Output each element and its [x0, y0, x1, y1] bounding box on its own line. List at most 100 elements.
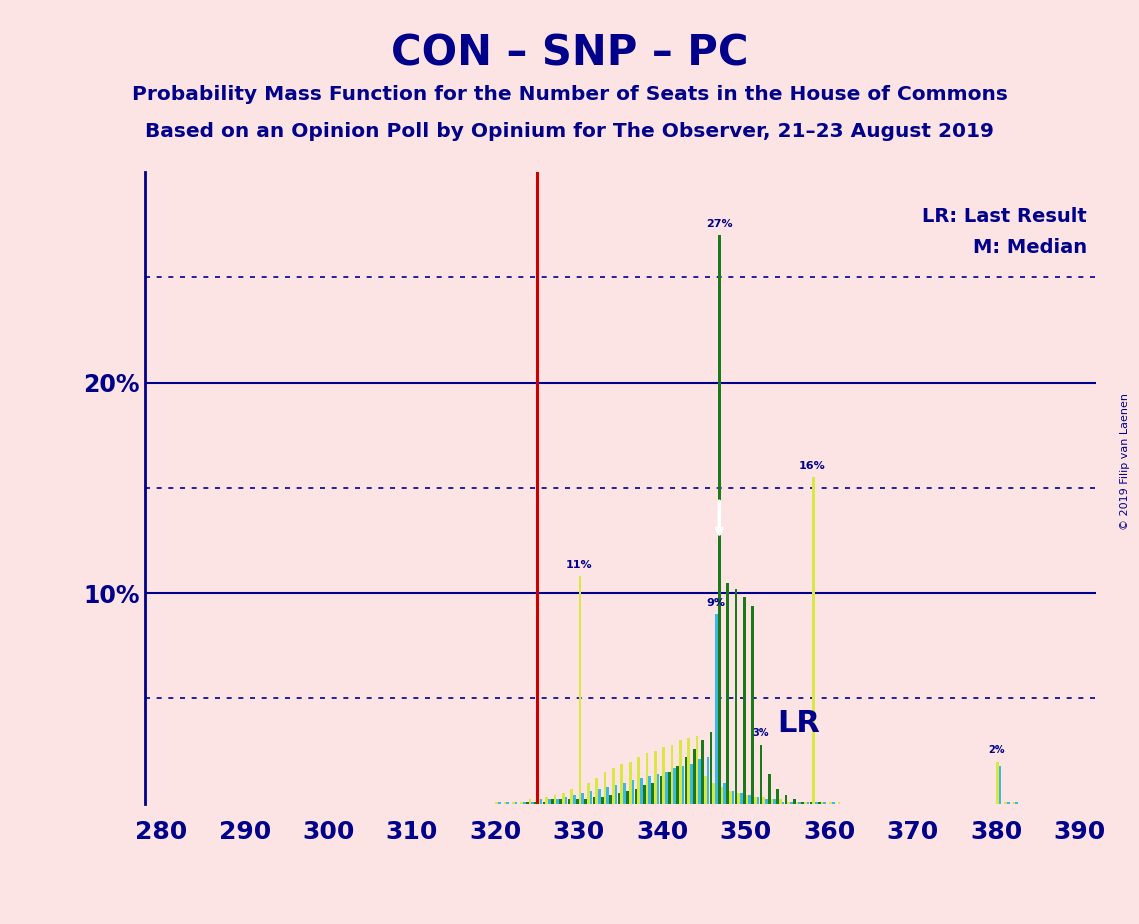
Bar	[606, 787, 609, 804]
Bar	[754, 797, 756, 804]
Bar	[781, 801, 785, 804]
Bar	[810, 801, 812, 804]
Bar	[562, 793, 565, 804]
Bar	[771, 799, 773, 804]
Bar	[659, 776, 662, 804]
Bar	[631, 781, 634, 804]
Bar	[531, 801, 534, 804]
Text: CON – SNP – PC: CON – SNP – PC	[391, 32, 748, 74]
Text: LR: Last Result: LR: Last Result	[921, 207, 1087, 225]
Bar	[528, 799, 531, 804]
Bar	[812, 478, 816, 804]
Bar	[752, 606, 754, 804]
Bar	[576, 799, 579, 804]
Bar	[654, 751, 656, 804]
Bar	[542, 801, 546, 804]
Bar	[646, 753, 648, 804]
Bar	[507, 801, 509, 804]
Bar	[540, 799, 542, 804]
Bar	[559, 799, 562, 804]
Bar	[640, 778, 642, 804]
Bar	[765, 799, 768, 804]
Bar	[642, 784, 646, 804]
Bar	[721, 787, 723, 804]
Bar	[698, 760, 700, 804]
Text: 11%: 11%	[565, 560, 592, 570]
Bar	[498, 801, 501, 804]
Bar	[818, 801, 821, 804]
Bar	[712, 783, 715, 804]
Bar	[629, 761, 631, 804]
Bar	[590, 791, 592, 804]
Bar	[634, 789, 637, 804]
Bar	[679, 740, 681, 804]
Bar	[573, 796, 575, 804]
Bar	[723, 783, 726, 804]
Text: Probability Mass Function for the Number of Seats in the House of Commons: Probability Mass Function for the Number…	[132, 85, 1007, 104]
Bar	[581, 793, 584, 804]
Bar	[1013, 801, 1016, 804]
Bar	[746, 796, 748, 804]
Text: 16%: 16%	[800, 461, 826, 471]
Bar	[551, 799, 554, 804]
Bar	[495, 801, 498, 804]
Bar	[773, 799, 776, 804]
Bar	[816, 801, 818, 804]
Bar	[768, 774, 771, 804]
Bar	[743, 597, 746, 804]
Bar	[556, 799, 559, 804]
Bar	[523, 801, 526, 804]
Bar	[729, 791, 731, 804]
Bar	[785, 796, 787, 804]
Bar	[796, 801, 798, 804]
Bar	[821, 801, 823, 804]
Bar	[779, 799, 781, 804]
Bar	[823, 801, 826, 804]
Bar	[637, 758, 640, 804]
Bar	[623, 783, 625, 804]
Bar	[704, 776, 706, 804]
Bar	[601, 797, 604, 804]
Bar	[1007, 801, 1010, 804]
Bar	[554, 796, 556, 804]
Bar	[526, 801, 528, 804]
Bar	[567, 799, 571, 804]
Bar	[806, 801, 810, 804]
Bar	[652, 783, 654, 804]
Bar	[598, 789, 600, 804]
Bar	[521, 801, 523, 804]
Bar	[748, 796, 751, 804]
Bar	[667, 772, 671, 804]
Bar	[802, 801, 804, 804]
Bar	[687, 738, 690, 804]
Bar	[579, 577, 581, 804]
Text: 2%: 2%	[988, 746, 1005, 755]
Bar	[693, 749, 696, 804]
Bar	[798, 801, 801, 804]
Bar	[685, 758, 687, 804]
Bar	[837, 801, 841, 804]
Bar	[677, 766, 679, 804]
Bar	[621, 763, 623, 804]
Bar	[548, 799, 551, 804]
Bar	[546, 797, 548, 804]
Bar	[740, 793, 743, 804]
Bar	[735, 589, 737, 804]
Bar	[790, 801, 793, 804]
Text: LR: LR	[778, 709, 820, 738]
Bar	[829, 801, 831, 804]
Bar	[673, 768, 675, 804]
Bar	[756, 797, 760, 804]
Bar	[587, 783, 590, 804]
Bar	[648, 776, 650, 804]
Bar	[604, 772, 606, 804]
Bar	[715, 614, 718, 804]
Text: M: Median: M: Median	[973, 238, 1087, 258]
Bar	[626, 791, 629, 804]
Bar	[662, 747, 665, 804]
Bar	[787, 801, 790, 804]
Text: 9%: 9%	[707, 598, 726, 608]
Bar	[681, 766, 685, 804]
Bar	[592, 797, 596, 804]
Text: 27%: 27%	[706, 219, 732, 229]
